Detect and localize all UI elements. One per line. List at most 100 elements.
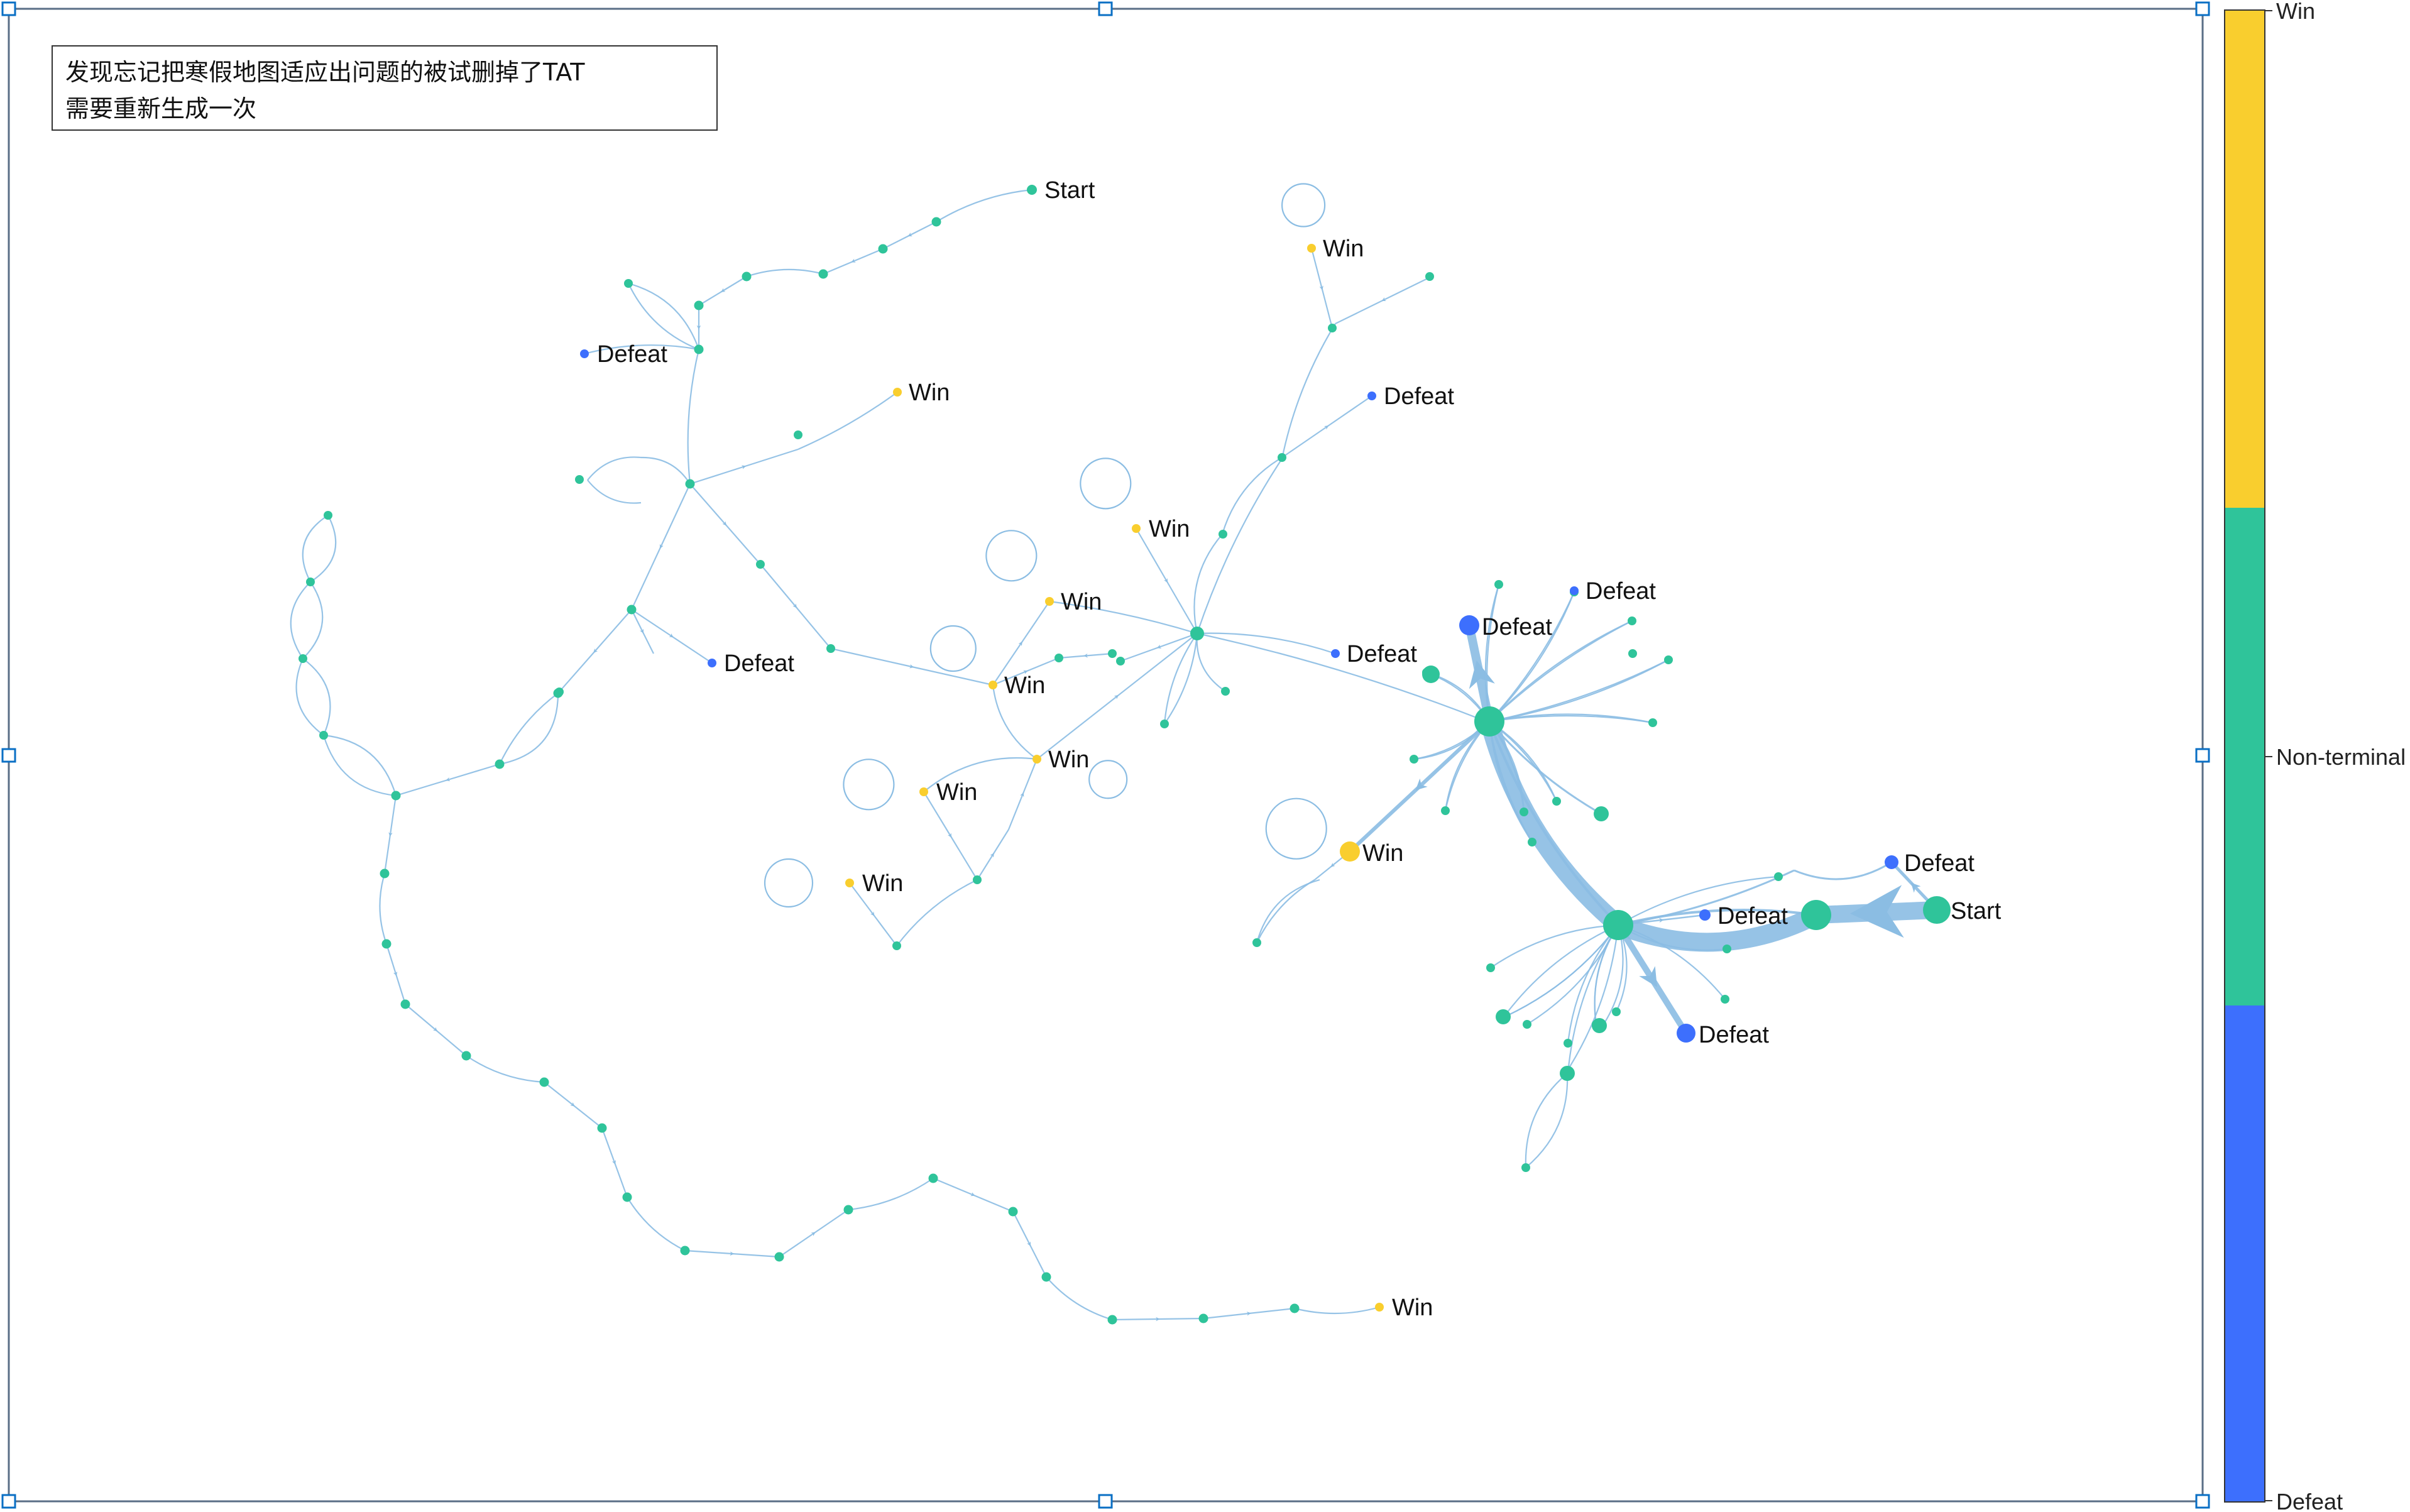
state-node[interactable] [685,479,695,489]
state-node[interactable] [742,271,752,282]
win-node-8[interactable] [989,681,997,689]
state-node[interactable] [575,475,584,484]
state-node[interactable] [1528,838,1536,846]
defeat-node-12[interactable] [1331,649,1340,658]
defeat-node-13[interactable] [1885,855,1898,869]
start-node-right[interactable] [1923,896,1951,924]
defeat-node-18[interactable] [1570,586,1579,595]
state-node[interactable] [380,868,390,879]
state-node[interactable] [1523,1020,1531,1029]
state-node[interactable] [818,269,828,279]
defeat-node-16[interactable] [1677,1024,1695,1043]
state-node[interactable] [391,791,401,801]
state-node[interactable] [1594,806,1609,821]
state-node[interactable] [1721,995,1729,1004]
state-node[interactable] [694,344,704,354]
state-node[interactable] [1290,1303,1300,1313]
state-node[interactable] [1054,654,1063,662]
state-node[interactable] [1723,945,1731,953]
state-node[interactable] [1422,666,1440,683]
hub-node-upper[interactable] [1474,706,1504,737]
state-node[interactable] [1628,649,1637,658]
win-node-9[interactable] [1032,755,1041,764]
resize-handle-sw[interactable] [1,1494,16,1509]
state-node[interactable] [1552,797,1561,806]
state-node[interactable] [306,578,315,586]
state-node[interactable] [1560,1066,1575,1081]
state-node[interactable] [299,654,307,663]
state-node[interactable] [400,999,410,1009]
state-node[interactable] [624,279,633,288]
defeat-node-5[interactable] [1367,392,1376,400]
hub-node-right[interactable] [1801,900,1831,930]
win-node-2[interactable] [893,388,902,397]
defeat-node-1[interactable] [580,349,589,358]
win-node-7[interactable] [1045,597,1054,606]
resize-handle-w[interactable] [1,748,16,763]
state-node[interactable] [1116,657,1125,666]
resize-handle-nw[interactable] [1,1,16,16]
state-node[interactable] [1108,649,1117,658]
state-node[interactable] [1278,453,1286,462]
state-node[interactable] [539,1077,549,1087]
state-node[interactable] [622,1192,632,1202]
state-node[interactable] [794,430,802,439]
state-node[interactable] [1520,808,1528,816]
state-node[interactable] [774,1252,784,1262]
win-node-17[interactable] [1340,841,1360,862]
state-node[interactable] [319,731,328,740]
state-node[interactable] [381,939,392,949]
win-node-10[interactable] [919,787,928,796]
win-node-4[interactable] [1307,244,1316,253]
state-node[interactable] [597,1123,607,1133]
state-node[interactable] [1564,1039,1572,1048]
state-node[interactable] [324,511,332,520]
state-node[interactable] [1041,1272,1051,1282]
state-node[interactable] [931,217,941,227]
state-node[interactable] [1252,938,1261,947]
state-node[interactable] [694,300,704,310]
state-node[interactable] [1592,1018,1607,1033]
state-node[interactable] [1521,1163,1530,1172]
resize-handle-n[interactable] [1098,1,1113,16]
state-node[interactable] [461,1051,471,1061]
resize-handle-se[interactable] [2195,1494,2210,1509]
state-node[interactable] [1664,655,1673,664]
hub-node-middle[interactable] [1190,627,1204,640]
state-node[interactable] [1160,720,1169,728]
state-node[interactable] [1410,755,1418,764]
state-node[interactable] [555,688,564,696]
start-node-top[interactable] [1027,185,1037,195]
state-node[interactable] [1107,1315,1117,1325]
hub-node-lower[interactable] [1603,910,1633,940]
state-node[interactable] [1219,530,1227,539]
resize-handle-e[interactable] [2195,748,2210,763]
state-node[interactable] [892,941,901,950]
state-node[interactable] [843,1205,853,1215]
state-node[interactable] [1198,1313,1208,1323]
defeat-node-14[interactable] [1699,909,1711,921]
state-node[interactable] [928,1173,938,1183]
win-node-6[interactable] [1132,524,1141,533]
state-node[interactable] [1612,1007,1621,1016]
state-node[interactable] [495,760,504,769]
state-node[interactable] [1425,272,1434,281]
selection-handles[interactable] [1,1,2210,1509]
win-node-11[interactable] [845,879,854,887]
win-node-bottom[interactable] [1375,1303,1384,1312]
state-node[interactable] [1441,806,1450,815]
resize-handle-s[interactable] [1098,1494,1113,1509]
state-node[interactable] [1496,1009,1511,1024]
resize-handle-ne[interactable] [2195,1,2210,16]
state-node[interactable] [680,1246,690,1256]
state-node[interactable] [1008,1207,1018,1217]
state-node[interactable] [878,244,888,254]
state-node[interactable] [1328,324,1337,332]
state-node[interactable] [627,605,637,615]
defeat-node-3[interactable] [708,659,716,667]
state-node[interactable] [1648,718,1657,727]
state-node[interactable] [973,875,982,884]
state-node[interactable] [1774,872,1783,881]
defeat-node-15[interactable] [1459,615,1479,635]
state-node[interactable] [1628,616,1636,625]
